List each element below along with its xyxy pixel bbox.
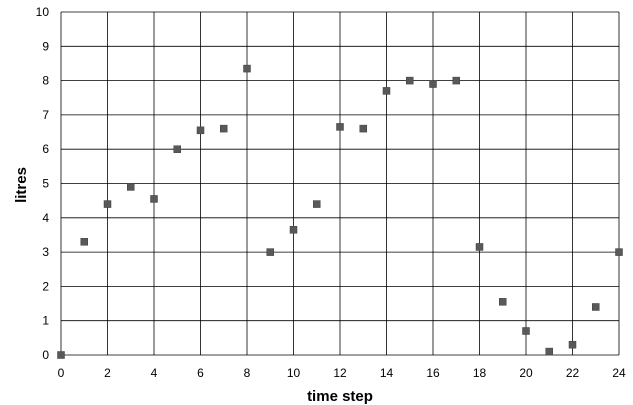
data-point	[289, 226, 298, 234]
x-axis-title: time step	[307, 388, 373, 405]
y-tick-label: 5	[42, 177, 49, 191]
data-point	[196, 126, 205, 135]
y-tick-label: 7	[42, 108, 49, 122]
x-tick-label: 8	[244, 366, 251, 380]
data-point	[173, 145, 181, 153]
data-point	[313, 200, 321, 208]
x-tick-label: 6	[197, 366, 204, 380]
x-tick-label: 10	[287, 366, 301, 380]
grid	[60, 11, 620, 356]
data-point	[103, 200, 112, 208]
x-tick-label: 2	[104, 366, 111, 380]
y-tick-label: 0	[42, 348, 49, 362]
data-point	[127, 183, 135, 191]
data-point	[522, 327, 530, 335]
data-point	[429, 80, 437, 88]
y-axis-title: litres	[13, 167, 30, 203]
data-point	[220, 124, 228, 133]
data-point	[336, 123, 344, 131]
data-point	[266, 248, 274, 256]
x-tick-label: 22	[566, 366, 580, 380]
data-point	[592, 303, 600, 311]
y-tick-label: 8	[42, 74, 49, 88]
data-point	[545, 347, 553, 356]
x-tick-label: 12	[333, 366, 347, 380]
data-point	[382, 87, 391, 95]
y-tick-label: 10	[36, 5, 50, 19]
x-tick-label: 16	[426, 366, 440, 380]
data-point	[406, 76, 414, 85]
y-tick-label: 6	[42, 142, 49, 156]
x-tick-label: 24	[612, 366, 626, 380]
data-point	[568, 340, 577, 349]
data-point	[150, 195, 158, 203]
data-point	[57, 351, 65, 359]
x-tick-label: 4	[151, 366, 158, 380]
y-axis-ticks: 0 1 2 3 4 5 6 7 8 9 10	[36, 5, 50, 362]
x-axis-ticks: 0 2 4 6 8 10 12 14 16 18 20 22 24	[58, 366, 626, 380]
x-tick-label: 14	[380, 366, 394, 380]
y-tick-label: 2	[42, 279, 49, 293]
data-point	[243, 64, 251, 73]
data-points	[57, 64, 623, 359]
y-tick-label: 9	[42, 39, 49, 53]
y-tick-label: 1	[42, 314, 49, 328]
y-tick-label: 4	[42, 211, 49, 225]
data-point	[615, 248, 623, 256]
y-tick-label: 3	[42, 245, 49, 259]
x-tick-label: 0	[58, 366, 65, 380]
data-point	[80, 238, 88, 246]
data-point	[499, 298, 507, 306]
x-tick-label: 20	[519, 366, 533, 380]
data-point	[359, 124, 367, 133]
x-tick-label: 18	[473, 366, 487, 380]
data-point	[452, 76, 460, 85]
data-point	[475, 243, 484, 251]
